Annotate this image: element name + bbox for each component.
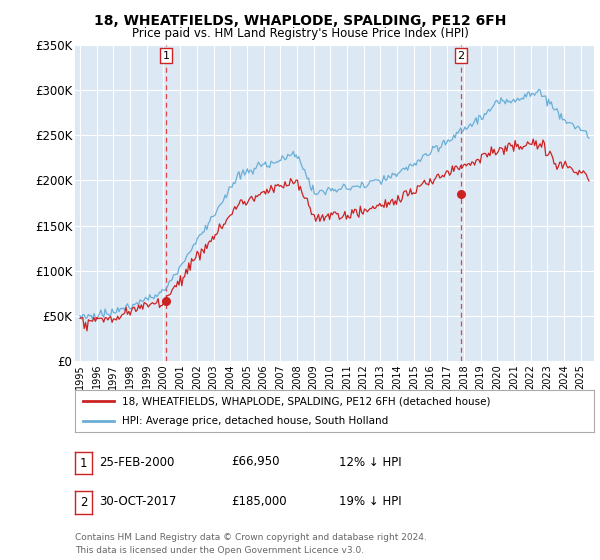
Text: 25-FEB-2000: 25-FEB-2000 [99, 455, 175, 469]
Text: 2: 2 [457, 50, 464, 60]
Text: HPI: Average price, detached house, South Holland: HPI: Average price, detached house, Sout… [122, 417, 388, 426]
Text: 1: 1 [163, 50, 169, 60]
Text: 19% ↓ HPI: 19% ↓ HPI [339, 494, 401, 508]
Text: 18, WHEATFIELDS, WHAPLODE, SPALDING, PE12 6FH (detached house): 18, WHEATFIELDS, WHAPLODE, SPALDING, PE1… [122, 396, 490, 406]
Text: 12% ↓ HPI: 12% ↓ HPI [339, 455, 401, 469]
Text: 1: 1 [80, 456, 87, 470]
Text: 2: 2 [80, 496, 87, 509]
Text: 30-OCT-2017: 30-OCT-2017 [99, 494, 176, 508]
Text: £66,950: £66,950 [231, 455, 280, 469]
Text: Price paid vs. HM Land Registry's House Price Index (HPI): Price paid vs. HM Land Registry's House … [131, 27, 469, 40]
Text: 18, WHEATFIELDS, WHAPLODE, SPALDING, PE12 6FH: 18, WHEATFIELDS, WHAPLODE, SPALDING, PE1… [94, 14, 506, 28]
Text: £185,000: £185,000 [231, 494, 287, 508]
Text: Contains HM Land Registry data © Crown copyright and database right 2024.
This d: Contains HM Land Registry data © Crown c… [75, 533, 427, 554]
